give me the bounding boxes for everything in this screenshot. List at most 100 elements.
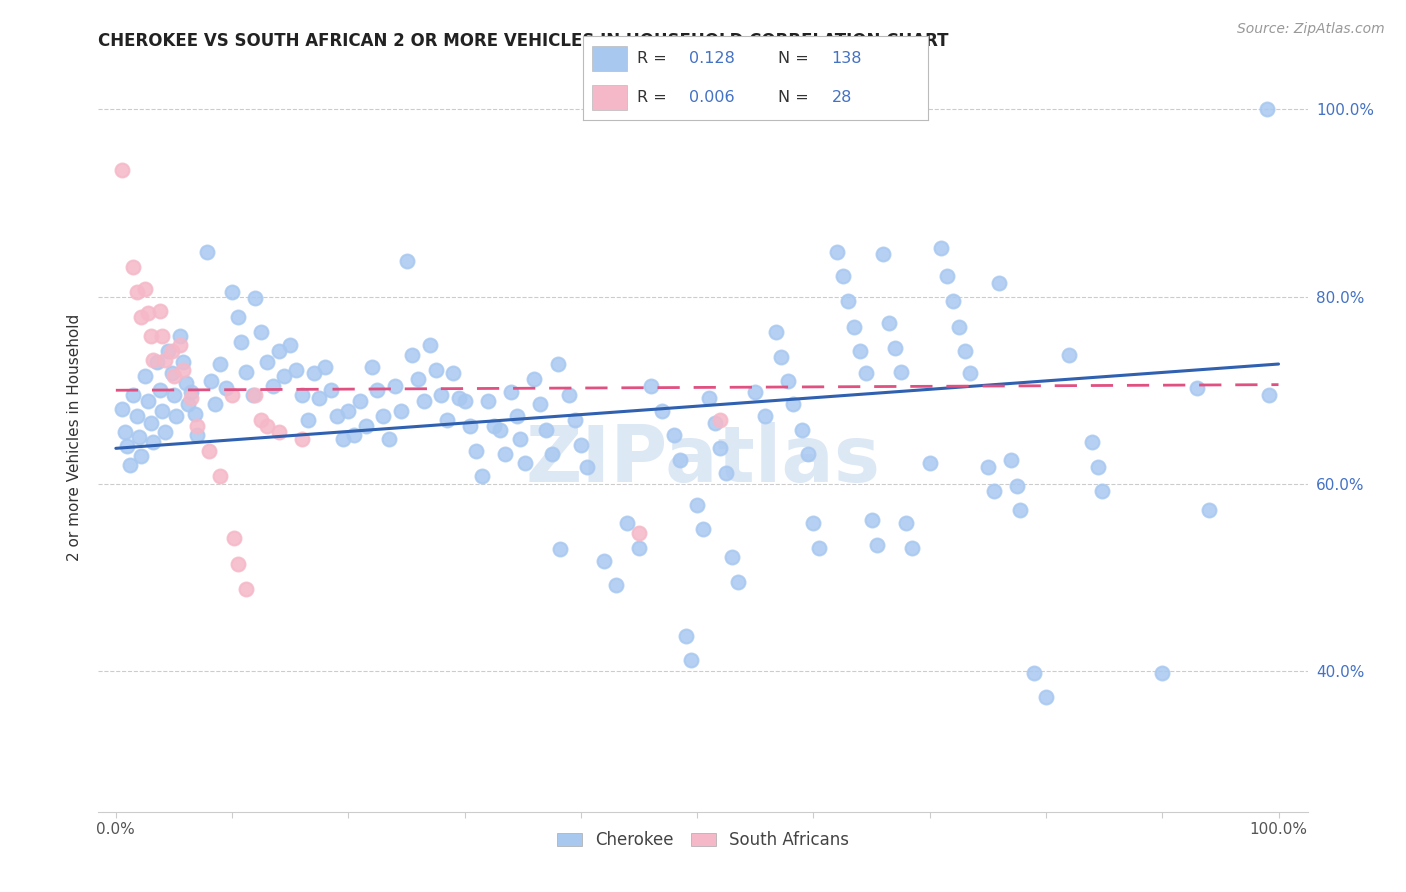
Point (186, 418, 208, 433)
Point (716, 466, 738, 480)
Point (373, 409, 395, 424)
Point (332, 432, 354, 446)
Point (529, 397, 551, 411)
Point (942, 294, 965, 309)
Point (790, 423, 813, 437)
Point (226, 310, 249, 325)
Point (291, 432, 314, 446)
Point (122, 388, 145, 402)
Point (245, 292, 267, 306)
Point (1256, 102, 1278, 116)
Point (488, 423, 510, 437)
Legend: Cherokee, South Africans: Cherokee, South Africans (550, 824, 856, 855)
Point (477, 394, 499, 409)
Point (209, 469, 232, 483)
Point (721, 549, 744, 564)
Point (139, 416, 162, 430)
Point (122, 260, 145, 274)
Point (558, 388, 581, 402)
Point (160, 343, 183, 358)
Point (114, 425, 136, 440)
Point (509, 432, 531, 446)
Point (754, 409, 776, 424)
Point (534, 423, 557, 437)
Text: N =: N = (778, 90, 808, 105)
Point (134, 282, 156, 296)
Point (855, 367, 877, 381)
Point (1057, 348, 1080, 362)
Point (319, 384, 342, 398)
Point (465, 444, 488, 458)
Point (808, 541, 831, 555)
Point (837, 294, 859, 309)
Point (343, 428, 366, 442)
Point (419, 338, 441, 352)
Point (1152, 666, 1174, 681)
Point (703, 416, 725, 430)
Point (349, 394, 371, 409)
Point (384, 378, 406, 392)
Point (231, 334, 253, 349)
Point (1000, 453, 1022, 467)
Point (501, 385, 523, 400)
Point (765, 325, 787, 339)
Point (541, 447, 564, 461)
Point (918, 456, 941, 470)
Point (267, 425, 290, 440)
Point (1005, 479, 1028, 493)
Point (163, 388, 186, 402)
Point (513, 456, 536, 470)
Point (131, 449, 153, 463)
Point (221, 285, 243, 299)
Point (169, 338, 191, 352)
Point (506, 409, 529, 424)
Point (149, 384, 172, 398)
Point (389, 404, 412, 418)
Point (494, 447, 516, 461)
Point (267, 343, 290, 358)
Point (117, 440, 139, 453)
Point (395, 254, 418, 268)
Point (471, 469, 494, 483)
Point (354, 418, 377, 433)
Point (849, 343, 872, 358)
Text: 28: 28 (831, 90, 852, 105)
Point (235, 365, 257, 379)
Point (983, 484, 1005, 499)
Point (616, 516, 638, 531)
Point (125, 285, 148, 299)
Point (180, 391, 202, 405)
Point (1010, 503, 1032, 517)
Point (860, 512, 883, 526)
Point (160, 367, 183, 381)
Point (200, 374, 222, 388)
Point (111, 401, 134, 416)
Point (180, 385, 202, 400)
Point (1091, 484, 1114, 499)
Point (1081, 434, 1104, 449)
Point (250, 413, 273, 427)
Point (250, 325, 273, 339)
Point (453, 394, 475, 409)
Point (165, 409, 187, 424)
Point (142, 353, 165, 368)
Point (686, 498, 709, 512)
Point (593, 554, 616, 568)
Point (314, 359, 336, 374)
Text: Source: ZipAtlas.com: Source: ZipAtlas.com (1237, 22, 1385, 37)
Point (174, 376, 197, 390)
Point (163, 369, 186, 384)
Point (195, 244, 218, 259)
Point (430, 388, 453, 402)
Point (111, 163, 134, 178)
Point (139, 329, 162, 343)
Point (605, 578, 627, 592)
Point (831, 268, 853, 283)
Point (134, 369, 156, 384)
Point (150, 404, 173, 418)
Point (697, 391, 720, 405)
Point (425, 362, 447, 376)
Point (273, 369, 295, 384)
Point (890, 365, 912, 379)
Text: 0.128: 0.128 (689, 51, 734, 66)
